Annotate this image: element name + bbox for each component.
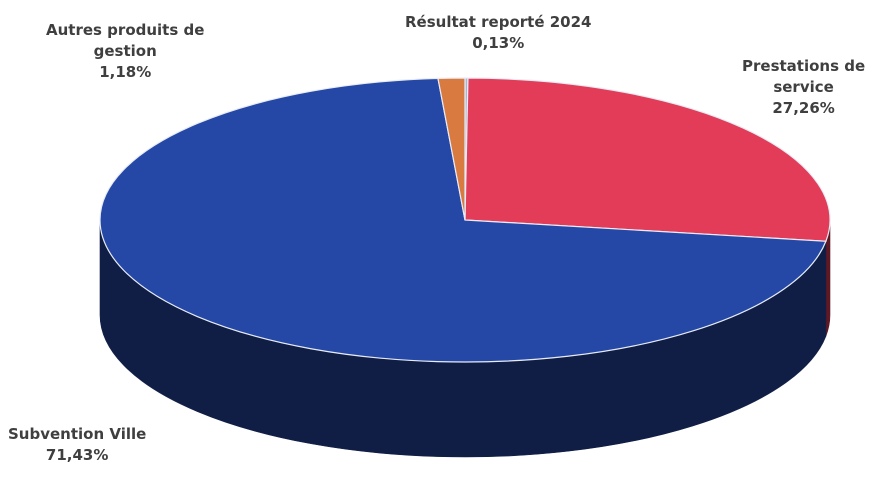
label-autres-produits-name-line2: gestion — [93, 42, 157, 60]
slice-subvention-ville — [99, 77, 827, 363]
label-prestations: Prestations de service 27,26% — [742, 56, 865, 119]
label-subvention: Subvention Ville 71,43% — [8, 424, 146, 466]
label-prestations-name-line2: service — [773, 78, 834, 96]
label-resultat-reporte-value: 0,13% — [472, 34, 525, 52]
label-prestations-name-line1: Prestations de — [742, 57, 866, 75]
label-autres-produits-name-line1: Autres produits de — [46, 21, 205, 39]
slice-prestations-de-service — [464, 77, 831, 242]
label-prestations-value: 27,26% — [772, 99, 835, 117]
label-resultat-reporte-name: Résultat reporté 2024 — [405, 13, 592, 31]
label-subvention-value: 71,43% — [45, 446, 109, 464]
label-autres-produits: Autres produits de gestion 1,18% — [46, 20, 204, 83]
slice-autres-produits-de-gestion — [437, 77, 466, 221]
label-subvention-name: Subvention Ville — [8, 425, 147, 443]
label-autres-produits-value: 1,18% — [99, 63, 152, 81]
pie-slices — [99, 77, 831, 363]
label-resultat-reporte: Résultat reporté 2024 0,13% — [405, 12, 591, 54]
